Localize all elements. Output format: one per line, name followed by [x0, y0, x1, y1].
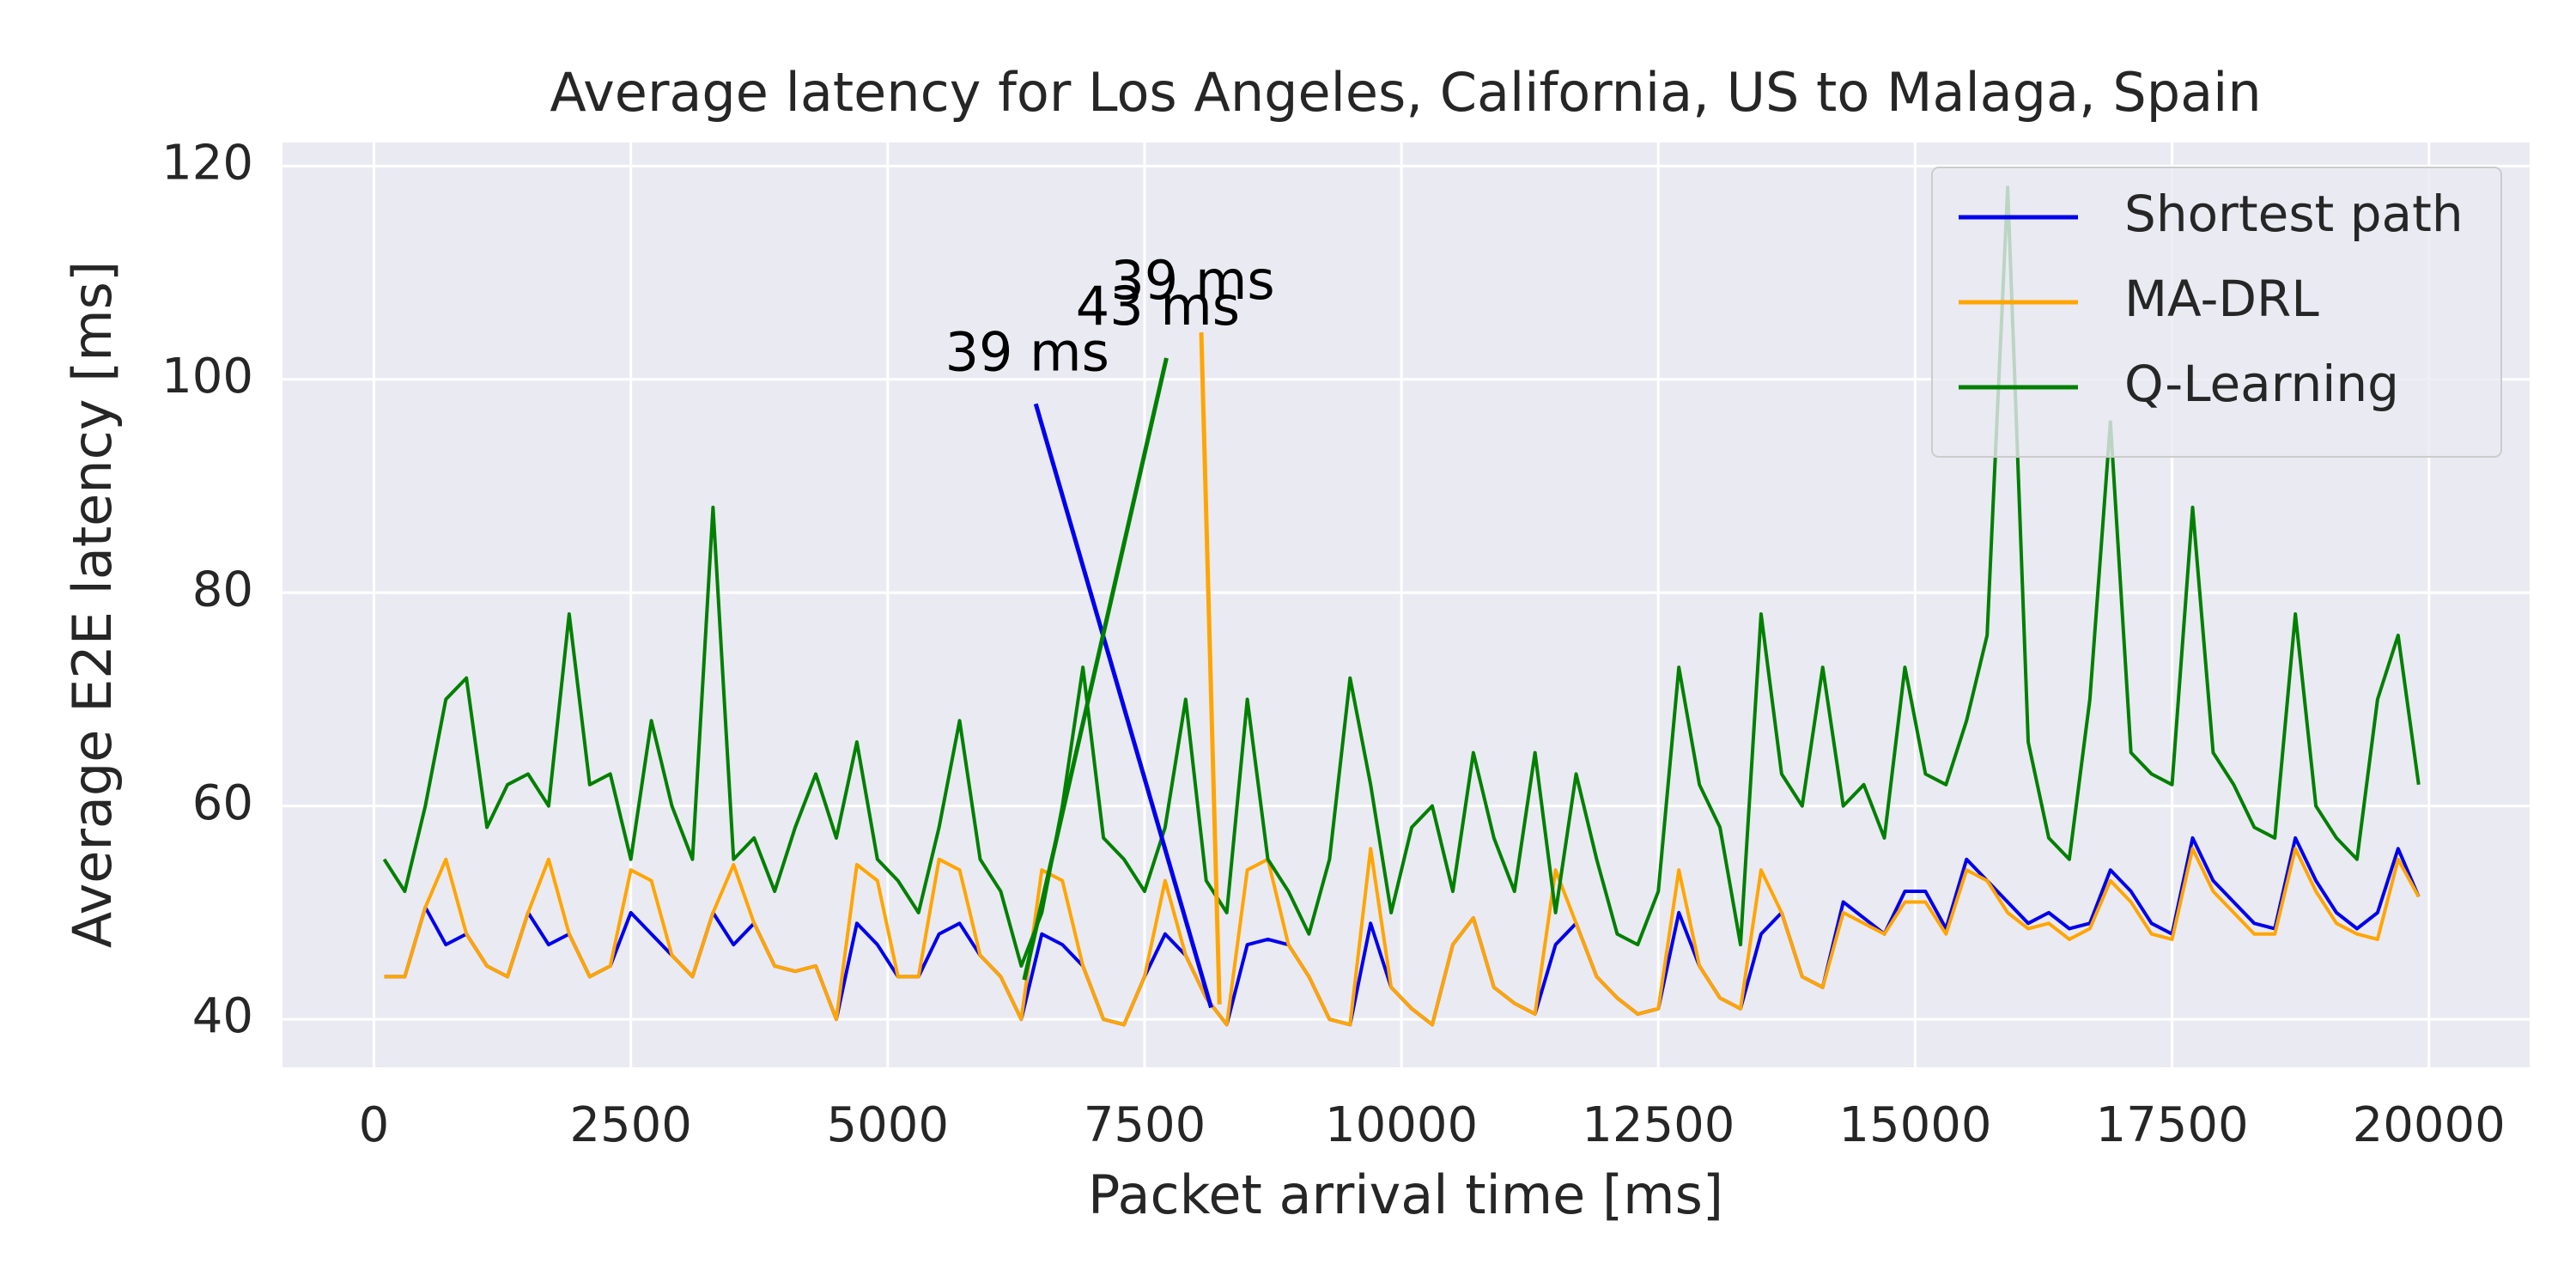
- y-tick-label: 60: [192, 775, 253, 831]
- y-tick-label: 120: [161, 135, 253, 191]
- series-line: [384, 847, 2421, 1027]
- annotation-label: 43 ms: [1076, 275, 1240, 337]
- legend-box: [1931, 167, 2502, 458]
- legend-label: Q-Learning: [2124, 355, 2399, 413]
- legend-label: MA-DRL: [2124, 270, 2319, 328]
- y-axis-label: Average E2E latency [ms]: [61, 261, 124, 948]
- x-tick-label: 0: [359, 1097, 390, 1153]
- x-tick-label: 2500: [569, 1097, 692, 1153]
- chart-title: Average latency for Los Angeles, Califor…: [550, 61, 2261, 124]
- x-tick-label: 5000: [827, 1097, 950, 1153]
- annotation-label: 39 ms: [1110, 249, 1274, 312]
- y-tick-label: 80: [192, 562, 253, 617]
- annotation-arrow: [1022, 357, 1169, 981]
- legend-label: Shortest path: [2124, 185, 2464, 243]
- x-axis-label: Packet arrival time [ms]: [1088, 1163, 1723, 1226]
- x-tick-label: 15000: [1838, 1097, 1991, 1153]
- annotation-arrow: [1199, 332, 1222, 1005]
- x-tick-label: 17500: [2095, 1097, 2248, 1153]
- annotation-arrow: [1033, 403, 1213, 1009]
- annotation-label: 39 ms: [945, 320, 1109, 383]
- x-tick-label: 20000: [2353, 1097, 2506, 1153]
- y-tick-label: 100: [161, 349, 253, 404]
- y-tick-label: 40: [192, 988, 253, 1044]
- series-line: [382, 185, 2421, 968]
- x-tick-label: 10000: [1325, 1097, 1478, 1153]
- x-tick-label: 7500: [1084, 1097, 1206, 1153]
- x-tick-label: 12500: [1582, 1097, 1735, 1153]
